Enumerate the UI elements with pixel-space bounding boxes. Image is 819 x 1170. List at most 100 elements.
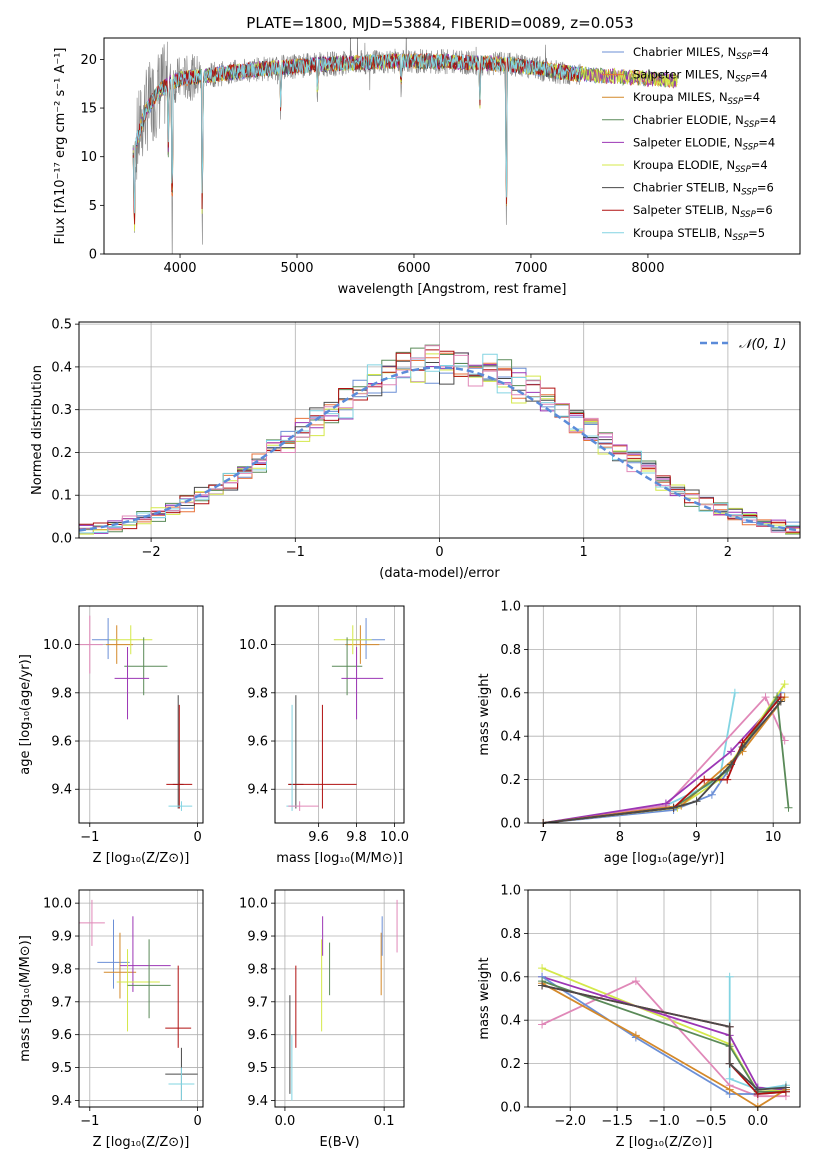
error-bar-point <box>79 615 103 674</box>
y-tick-label: 15 <box>80 102 97 117</box>
x-tick-label: 0 <box>435 545 443 560</box>
y-tick-label: 0.8 <box>500 927 521 942</box>
y-tick-label: 0.3 <box>51 403 72 418</box>
mass-weight-marker <box>631 1031 640 1040</box>
plot-area-weight_vs_age <box>539 680 793 827</box>
x-tick-label: 8000 <box>631 261 664 276</box>
mass-weight-marker <box>776 697 785 706</box>
x-tick-label: −2.0 <box>554 1114 586 1129</box>
y-axis-label: mass weight <box>477 957 492 1039</box>
legend-label-main: Kroupa ELODIE, N <box>633 158 735 172</box>
y-tick-label: 0.2 <box>500 773 521 788</box>
y-tick-label: 9.5 <box>51 1061 72 1076</box>
y-tick-label: 0.2 <box>500 1057 521 1072</box>
grid-mass_vs_EBV <box>275 890 404 1107</box>
legend-label-subscript: SSP <box>741 188 757 198</box>
legend-label-value: =4 <box>751 68 768 82</box>
error-bar-point <box>97 919 130 989</box>
x-tick-label: −1 <box>80 830 99 845</box>
axes-frame-mass_vs_Z <box>78 889 204 1108</box>
y-tick-label: 0.5 <box>51 318 72 333</box>
x-tick-label: 0.0 <box>275 1114 296 1129</box>
legend-label-main: Salpeter STELIB, N <box>633 203 740 217</box>
panel-weight_vs_Z: −2.0 −1.5 −1.0 −0.5 0.0 0.0 0.2 0.4 0.6 0.8 1.0 Z [… <box>477 884 801 1150</box>
y-axis-label: Flux [fλ10⁻¹⁷ erg cm⁻² s⁻¹ A⁻¹] <box>53 48 68 245</box>
y-tick-label: 9.7 <box>247 995 268 1010</box>
y-tick-label: 0.8 <box>500 643 521 658</box>
y-axis-label: age [log₁₀(age/yr)] <box>18 654 33 775</box>
grid-mass_vs_Z <box>79 890 203 1107</box>
mass-weight-marker <box>725 1059 734 1068</box>
y-tick-label: 0.0 <box>500 817 521 832</box>
axes-frame-age_vs_Z <box>78 605 204 824</box>
y-tick-label: 0.4 <box>500 1014 521 1029</box>
y-tick-label: 10.0 <box>43 897 72 912</box>
plot-area-spectrum <box>132 38 678 254</box>
x-tick-label: 9.8 <box>346 830 367 845</box>
error-bar-point <box>116 949 160 1032</box>
x-axis-label: Z [log₁₀(Z/Z⊙)] <box>616 1135 713 1150</box>
x-axis-label: age [log₁₀(age/yr)] <box>604 851 725 866</box>
axes-frame-weight_vs_age <box>527 605 801 824</box>
y-tick-label: 0 <box>89 248 97 263</box>
mass-weight-marker <box>727 747 736 756</box>
legend-gaussian-label: 𝒩(0, 1) <box>739 337 786 352</box>
error-bar-point <box>109 625 153 655</box>
legend-label-main: Kroupa MILES, N <box>633 90 728 104</box>
legend-label-subscript: SSP <box>728 97 744 107</box>
mass-weight-marker <box>725 972 734 981</box>
mass-weight-marker <box>538 1020 547 1029</box>
x-axis-label: Z [log₁₀(Z/Z⊙)] <box>93 1135 190 1150</box>
error-bar-point <box>168 1067 195 1101</box>
y-tick-label: 5 <box>89 199 97 214</box>
y-tick-label: 9.4 <box>247 783 268 798</box>
x-tick-label: 7 <box>539 830 547 845</box>
y-axis-label: mass weight <box>477 673 492 755</box>
y-tick-label: 9.9 <box>51 930 72 945</box>
error-bar-point <box>345 625 380 664</box>
y-tick-label: 9.4 <box>51 783 72 798</box>
x-tick-label: 8 <box>616 830 624 845</box>
mass-weight-line <box>543 692 736 824</box>
legend-label-value: =4 <box>743 90 760 104</box>
grid-weight_vs_age <box>528 605 800 824</box>
error-bar-point <box>288 695 304 809</box>
x-tick-label: 6000 <box>397 261 430 276</box>
x-tick-label: 9 <box>692 830 700 845</box>
x-tick-label: 9.6 <box>308 830 329 845</box>
x-tick-label: −1 <box>80 1114 99 1129</box>
mass-weight-marker <box>738 743 747 752</box>
y-tick-label: 1.0 <box>500 884 521 899</box>
legend-label-value: =5 <box>748 226 765 240</box>
legend-label-main: Chabrier ELODIE, N <box>633 113 744 127</box>
y-tick-label: 9.4 <box>51 1094 72 1109</box>
mass-weight-marker <box>669 803 678 812</box>
y-tick-label: 9.6 <box>247 1028 268 1043</box>
y-tick-label: 9.6 <box>51 1028 72 1043</box>
y-tick-label: 9.4 <box>247 1094 268 1109</box>
figure-title: PLATE=1800, MJD=53884, FIBERID=0089, z=0… <box>246 14 633 32</box>
y-tick-label: 9.8 <box>247 962 268 977</box>
mass-weight-marker <box>700 775 709 784</box>
panel-age_vs_mass: 9.6 9.8 10.0 9.4 9.6 9.8 10.0 mass [log₁₀(M/M⊙)… <box>239 605 409 866</box>
y-tick-label: 0.0 <box>500 1101 521 1116</box>
panel-spectrum: 4000 5000 6000 7000 8000 0 5 10 15 20 wavelength [… <box>53 37 801 297</box>
mass-weight-marker <box>707 790 716 799</box>
x-tick-label: 0 <box>193 830 201 845</box>
y-tick-label: 0.4 <box>500 730 521 745</box>
y-tick-label: 0.1 <box>51 489 72 504</box>
mass-weight-marker <box>725 1074 734 1083</box>
legend-label-subscript: SSP <box>740 210 756 220</box>
x-tick-label: 0.1 <box>374 1114 395 1129</box>
plot-area-residuals <box>78 344 801 535</box>
panel-age_vs_Z: −1 0 9.4 9.6 9.8 10.0 Z [log₁₀(Z/Z⊙)] age [log₁… <box>18 605 204 866</box>
panel-weight_vs_age: 7 8 9 10 0.0 0.2 0.4 0.6 0.8 1.0 age [log₁₀(age/yr… <box>477 600 801 866</box>
plot-area-age_vs_Z <box>79 615 193 811</box>
legend-label-value: =4 <box>758 135 775 149</box>
legend-label-subscript: SSP <box>744 120 760 130</box>
error-bar-point <box>288 801 319 811</box>
y-tick-label: 9.9 <box>247 930 268 945</box>
x-tick-label: −1.0 <box>648 1114 680 1129</box>
panel-mass_vs_EBV: 0.0 0.1 9.4 9.5 9.6 9.7 9.8 9.9 10.0 E(B-V) <box>239 889 405 1150</box>
axes-frame-residuals <box>78 321 801 539</box>
